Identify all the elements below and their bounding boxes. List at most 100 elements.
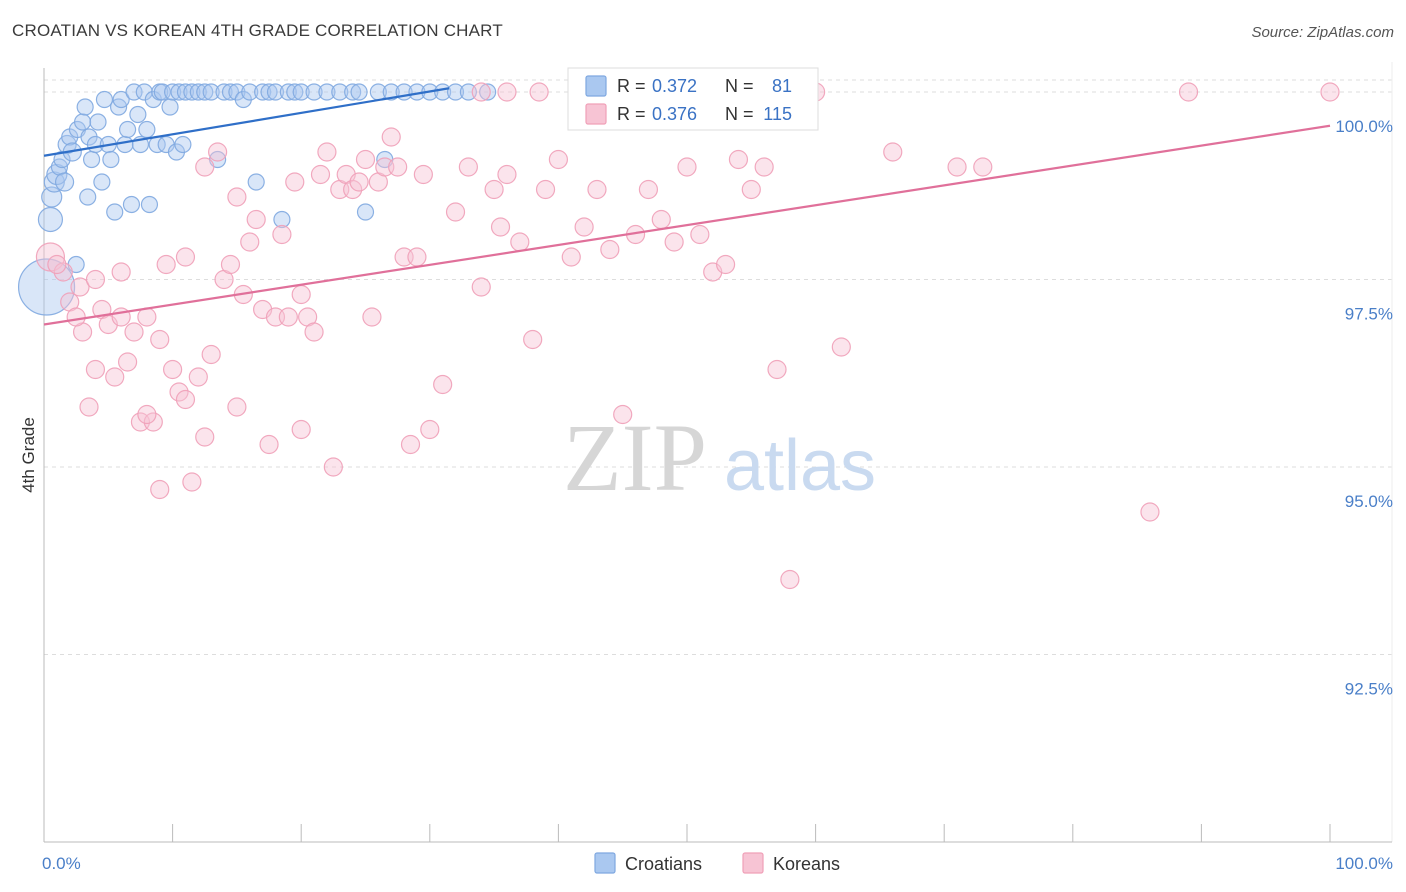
legend-r-value: 0.376 — [652, 104, 697, 124]
koreans-point — [85, 269, 106, 290]
x-tick-label: 0.0% — [42, 854, 81, 873]
croatians-point — [273, 210, 291, 229]
koreans-point — [163, 359, 183, 380]
koreans-point — [388, 157, 408, 177]
legend-r-value: 0.372 — [652, 76, 697, 96]
koreans-point — [600, 239, 620, 260]
koreans-point — [754, 157, 774, 177]
koreans-point — [47, 254, 67, 275]
croatians-point — [129, 105, 147, 124]
koreans-series-swatch — [742, 852, 764, 874]
koreans-point — [349, 172, 369, 192]
croatians-point — [106, 203, 124, 221]
croatians-point — [189, 83, 207, 101]
y-tick-label: 92.5% — [1345, 680, 1393, 699]
croatians-point — [279, 83, 297, 101]
koreans-point — [638, 179, 659, 200]
y-tick-label: 95.0% — [1345, 492, 1393, 511]
koreans-point — [947, 157, 967, 177]
gridlines — [44, 62, 1393, 842]
koreans-point — [208, 142, 228, 162]
koreans-point — [651, 209, 671, 230]
croatians-point — [161, 98, 179, 116]
croatians-point — [174, 135, 192, 154]
data-points — [17, 82, 1340, 590]
koreans-trend-line — [43, 124, 1331, 326]
y-tick-labels: 100.0% 97.5% 95.0% 92.5% — [1335, 117, 1393, 699]
legend-n-label: N = — [725, 76, 754, 96]
koreans-point — [137, 307, 157, 327]
koreans-point — [182, 472, 202, 492]
koreans-point — [227, 397, 247, 417]
watermark: ZIP atlas — [563, 404, 876, 511]
koreans-point — [175, 389, 196, 410]
koreans-point — [883, 142, 903, 162]
koreans-point — [497, 164, 517, 185]
koreans-point — [111, 262, 131, 282]
koreans-point — [548, 149, 569, 170]
legend-r-label: R = — [617, 104, 646, 124]
koreans-point — [535, 179, 556, 200]
koreans-point — [677, 157, 697, 177]
koreans-point — [188, 367, 208, 387]
koreans-point — [201, 344, 221, 365]
koreans-point — [117, 352, 138, 372]
koreans-point — [143, 412, 163, 432]
chart-source: Source: ZipAtlas.com — [1251, 24, 1394, 41]
koreans-point — [304, 322, 324, 342]
croatians-point — [183, 83, 201, 101]
croatians-point — [382, 83, 400, 101]
koreans-point — [156, 254, 176, 275]
koreans-point — [400, 434, 421, 455]
croatians-point — [305, 83, 323, 101]
koreans-point — [490, 217, 511, 237]
koreans-point — [664, 232, 684, 252]
croatians-point — [254, 83, 272, 101]
croatians-point — [170, 83, 188, 101]
croatians-point — [116, 135, 134, 154]
croatians-point — [331, 83, 349, 101]
koreans-point — [150, 329, 170, 350]
croatians-point — [102, 150, 120, 169]
croatians-point — [73, 113, 92, 131]
koreans-point — [413, 164, 433, 185]
koreans-point — [195, 157, 215, 177]
legend-n-label: N = — [725, 104, 754, 124]
koreans-point — [220, 254, 241, 275]
koreans-point — [137, 404, 157, 425]
koreans-point — [445, 202, 466, 222]
croatians-point — [95, 90, 114, 109]
croatians-point — [260, 83, 278, 101]
x-tick-labels: 0.0% 100.0% — [42, 854, 1393, 873]
koreans-point — [66, 307, 86, 327]
croatians-point — [292, 83, 310, 101]
croatians-point — [76, 98, 94, 116]
koreans-point — [272, 224, 292, 245]
koreans-point — [471, 82, 491, 102]
y-axis-title: 4th Grade — [19, 417, 38, 493]
koreans-point — [291, 419, 311, 440]
koreans-point — [587, 179, 607, 200]
koreans-point — [310, 164, 331, 185]
koreans-legend-swatch — [585, 103, 607, 125]
koreans-point — [780, 569, 800, 590]
croatians-point — [202, 83, 220, 101]
watermark-zip: ZIP — [563, 404, 707, 511]
croatians-point — [138, 120, 156, 139]
croatians-point — [112, 90, 130, 109]
y-tick-label: 100.0% — [1335, 117, 1393, 136]
croatians-series-swatch — [594, 852, 616, 874]
koreans-point — [85, 359, 106, 380]
koreans-point — [767, 359, 787, 380]
koreans-point — [195, 427, 215, 447]
koreans-point — [285, 172, 305, 192]
koreans-point — [259, 434, 279, 455]
koreans-point — [523, 329, 543, 350]
koreans-point — [510, 232, 530, 252]
croatians-point — [221, 83, 240, 101]
koreans-point — [420, 419, 440, 440]
koreans-point — [574, 217, 594, 237]
croatians-point — [140, 195, 159, 214]
stats-legend: R = 0.372 N = 81 R = 0.376 N = 115 — [567, 67, 819, 131]
